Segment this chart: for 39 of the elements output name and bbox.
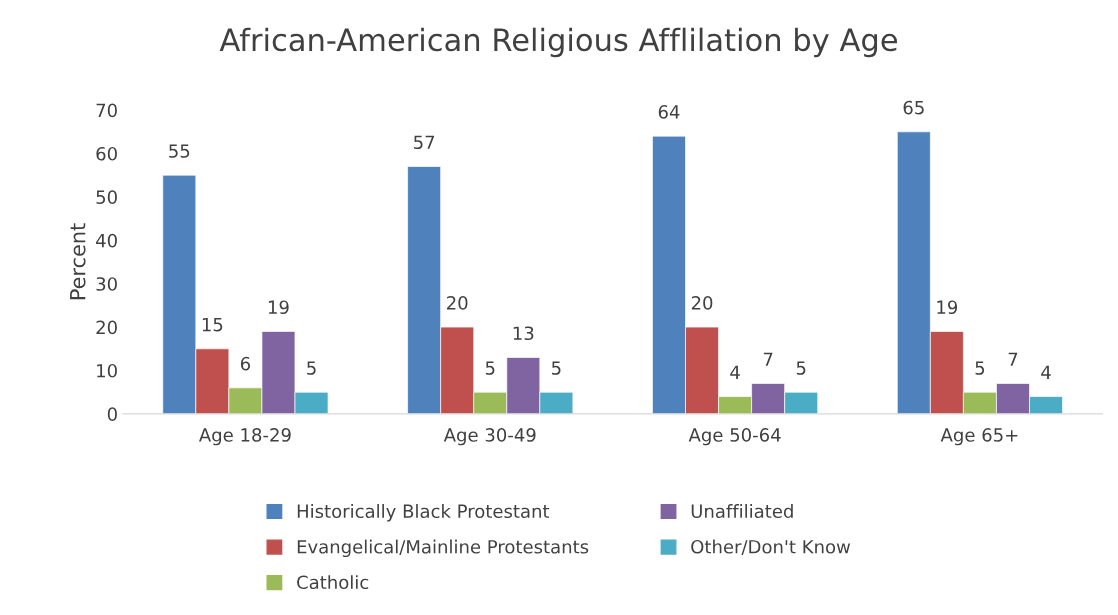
data-label: 57	[414, 135, 435, 150]
data-label: 19	[937, 300, 958, 315]
y-tick-label: 0	[107, 407, 117, 422]
data-label: 5	[975, 361, 985, 375]
chart-title: African-American Religious Afflilation by Age	[219, 27, 897, 58]
data-label: 13	[513, 326, 534, 341]
y-tick-label: 70	[96, 103, 117, 118]
legend-label: Unaffiliated	[691, 504, 793, 519]
data-label: 6	[240, 356, 251, 371]
data-label: 65	[903, 100, 924, 115]
y-tick-label: 40	[96, 233, 117, 248]
data-label: 64	[658, 105, 680, 119]
legend-label: Historically Black Protestant	[297, 504, 550, 522]
data-label: 7	[763, 352, 773, 366]
x-tick-label: Age 30-49	[443, 428, 536, 446]
x-tick-label: Age 50-64	[688, 428, 781, 446]
y-tick-label: 50	[96, 190, 117, 204]
data-label: 55	[169, 144, 190, 158]
y-tick-label: 20	[96, 320, 117, 335]
data-label: 5	[485, 361, 495, 375]
data-label: 5	[552, 361, 561, 375]
data-label: 20	[447, 296, 468, 310]
legend-label: Catholic	[297, 575, 369, 590]
data-label: 15	[202, 317, 223, 332]
y-tick-label: 60	[96, 146, 117, 161]
data-label: 20	[691, 296, 713, 310]
data-label: 7	[1008, 352, 1018, 366]
data-label: 4	[730, 365, 740, 379]
y-tick-label: 10	[97, 363, 117, 378]
x-tick-label: Age 65+	[940, 428, 1018, 446]
data-label: 4	[1041, 365, 1051, 379]
data-label: 5	[796, 361, 806, 375]
data-label: 19	[268, 300, 289, 315]
x-tick-label: Age 18-29	[198, 428, 291, 446]
legend-label: Evangelical/Mainline Protestants	[297, 539, 589, 558]
legend-label: Other/Don't Know	[691, 539, 851, 555]
y-tick-label: 30	[96, 277, 117, 291]
y-axis-title: Percent	[70, 223, 86, 300]
data-label: 5	[307, 361, 316, 375]
